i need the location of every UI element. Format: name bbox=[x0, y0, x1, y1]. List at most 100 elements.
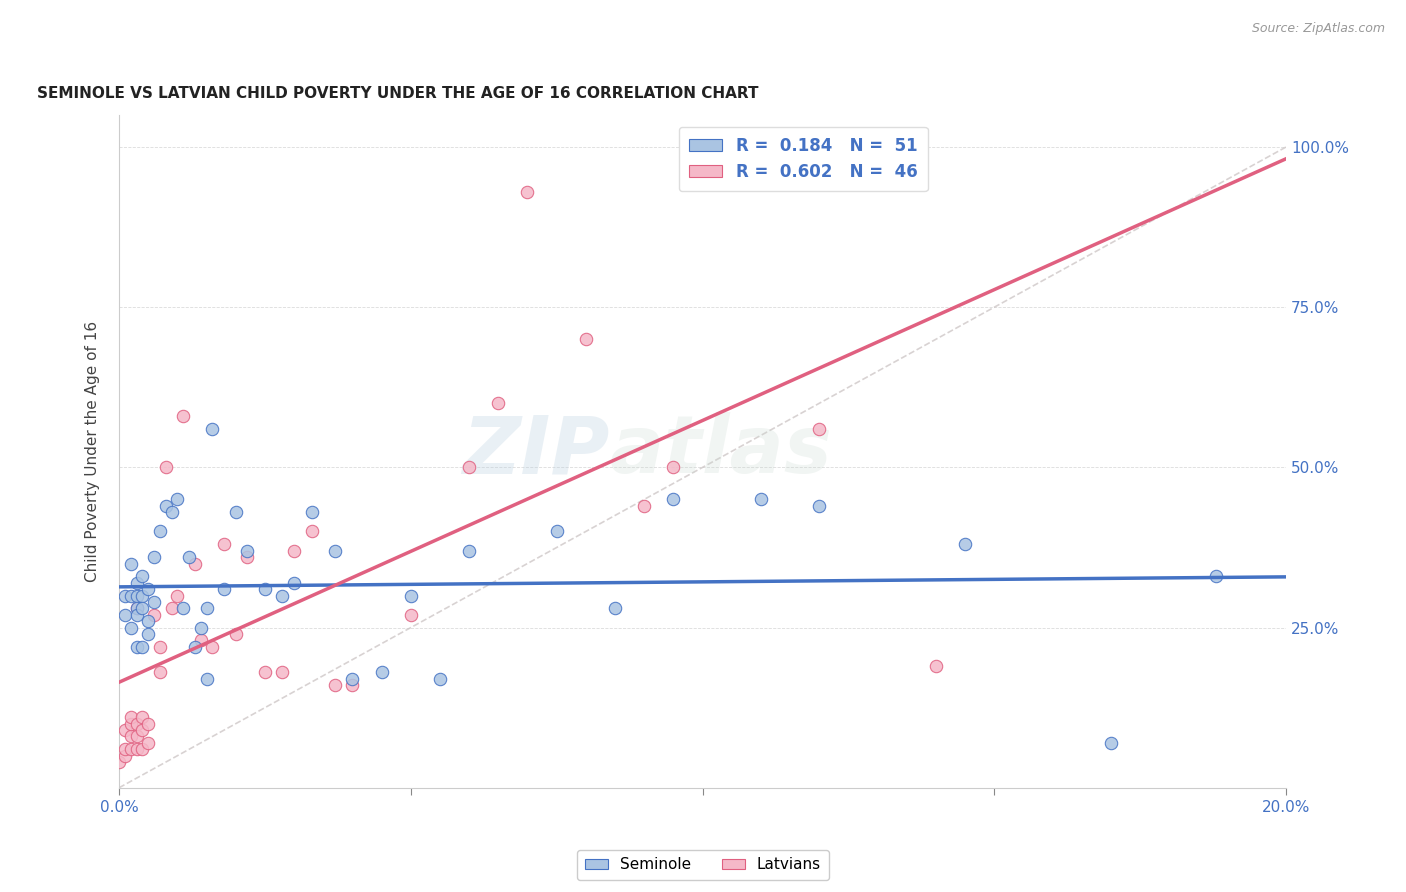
Point bbox=[458, 543, 481, 558]
Point bbox=[143, 550, 166, 565]
Text: atlas: atlas bbox=[609, 412, 832, 491]
Point bbox=[125, 640, 148, 654]
Point bbox=[131, 710, 153, 724]
Point bbox=[253, 582, 276, 596]
Point bbox=[143, 607, 166, 622]
Point bbox=[172, 601, 194, 615]
Point bbox=[136, 736, 159, 750]
Point bbox=[253, 665, 276, 680]
Point bbox=[114, 742, 136, 756]
Point bbox=[399, 589, 422, 603]
Point bbox=[808, 499, 831, 513]
Legend: Seminole, Latvians: Seminole, Latvians bbox=[578, 849, 828, 880]
Point bbox=[458, 460, 481, 475]
Point bbox=[136, 627, 159, 641]
Point bbox=[953, 537, 976, 551]
Text: Source: ZipAtlas.com: Source: ZipAtlas.com bbox=[1251, 22, 1385, 36]
Point bbox=[1099, 736, 1122, 750]
Point bbox=[662, 492, 685, 507]
Point bbox=[120, 730, 142, 744]
Point bbox=[271, 665, 294, 680]
Point bbox=[212, 537, 235, 551]
Point bbox=[301, 524, 323, 539]
Point bbox=[125, 742, 148, 756]
Point bbox=[201, 640, 224, 654]
Point bbox=[190, 621, 212, 635]
Point bbox=[177, 550, 200, 565]
Point bbox=[271, 589, 294, 603]
Point bbox=[516, 185, 538, 199]
Point bbox=[925, 659, 948, 673]
Point bbox=[749, 492, 772, 507]
Point bbox=[172, 409, 194, 424]
Point bbox=[131, 723, 153, 737]
Point bbox=[120, 716, 142, 731]
Point bbox=[184, 557, 207, 571]
Point bbox=[662, 460, 685, 475]
Point bbox=[136, 716, 159, 731]
Point bbox=[575, 332, 598, 346]
Point bbox=[236, 543, 259, 558]
Point bbox=[120, 621, 142, 635]
Point bbox=[633, 499, 655, 513]
Point bbox=[225, 627, 247, 641]
Point bbox=[114, 748, 136, 763]
Point bbox=[160, 505, 183, 519]
Point bbox=[125, 601, 148, 615]
Point bbox=[120, 742, 142, 756]
Point bbox=[120, 589, 142, 603]
Point bbox=[190, 633, 212, 648]
Point bbox=[195, 601, 218, 615]
Point bbox=[323, 543, 346, 558]
Point bbox=[370, 665, 392, 680]
Legend: R =  0.184   N =  51, R =  0.602   N =  46: R = 0.184 N = 51, R = 0.602 N = 46 bbox=[679, 127, 928, 191]
Point bbox=[149, 640, 172, 654]
Point bbox=[692, 159, 714, 173]
Point bbox=[603, 601, 626, 615]
Y-axis label: Child Poverty Under the Age of 16: Child Poverty Under the Age of 16 bbox=[86, 321, 100, 582]
Point bbox=[125, 607, 148, 622]
Point bbox=[125, 601, 148, 615]
Point bbox=[131, 640, 153, 654]
Point bbox=[114, 607, 136, 622]
Point bbox=[546, 524, 568, 539]
Point bbox=[283, 543, 305, 558]
Point bbox=[136, 614, 159, 628]
Point bbox=[342, 672, 364, 686]
Point bbox=[342, 678, 364, 692]
Point bbox=[301, 505, 323, 519]
Point bbox=[399, 607, 422, 622]
Point bbox=[160, 601, 183, 615]
Point bbox=[108, 755, 131, 769]
Point bbox=[166, 492, 188, 507]
Point bbox=[149, 665, 172, 680]
Point bbox=[114, 589, 136, 603]
Point bbox=[201, 422, 224, 436]
Point bbox=[131, 589, 153, 603]
Point bbox=[136, 582, 159, 596]
Point bbox=[808, 422, 831, 436]
Point bbox=[125, 575, 148, 590]
Text: SEMINOLE VS LATVIAN CHILD POVERTY UNDER THE AGE OF 16 CORRELATION CHART: SEMINOLE VS LATVIAN CHILD POVERTY UNDER … bbox=[38, 87, 759, 102]
Point bbox=[143, 595, 166, 609]
Point bbox=[125, 730, 148, 744]
Point bbox=[149, 524, 172, 539]
Point bbox=[155, 460, 177, 475]
Point bbox=[429, 672, 451, 686]
Point bbox=[125, 589, 148, 603]
Point bbox=[486, 396, 509, 410]
Text: ZIP: ZIP bbox=[461, 412, 609, 491]
Point bbox=[131, 569, 153, 583]
Point bbox=[283, 575, 305, 590]
Point bbox=[114, 723, 136, 737]
Point bbox=[125, 716, 148, 731]
Point bbox=[131, 742, 153, 756]
Point bbox=[184, 640, 207, 654]
Point bbox=[120, 710, 142, 724]
Point bbox=[155, 499, 177, 513]
Point bbox=[166, 589, 188, 603]
Point bbox=[323, 678, 346, 692]
Point bbox=[195, 672, 218, 686]
Point bbox=[131, 601, 153, 615]
Point bbox=[1205, 569, 1227, 583]
